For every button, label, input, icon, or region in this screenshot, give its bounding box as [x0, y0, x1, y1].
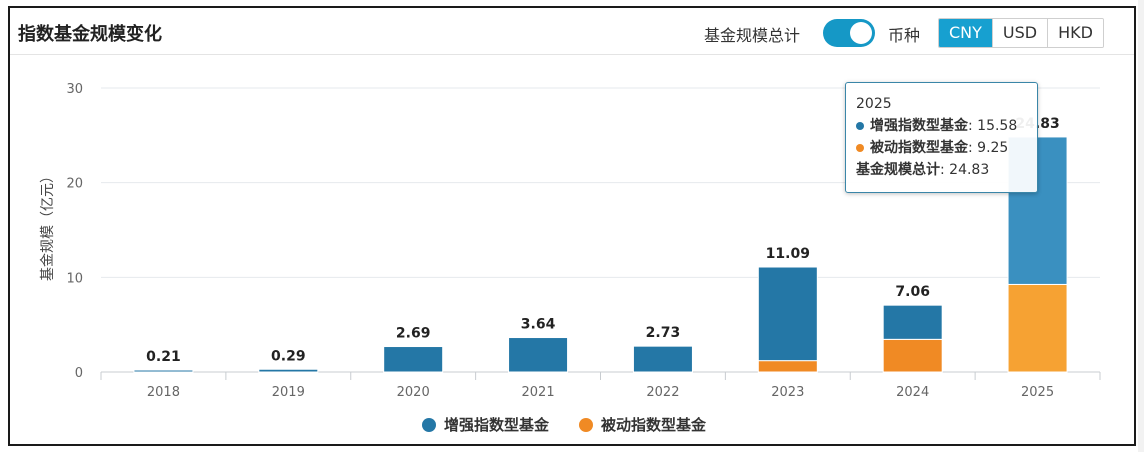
data-label: 3.64: [521, 317, 556, 333]
legend-label: 增强指数型基金: [444, 416, 550, 434]
tooltip-row-enhanced: 增强指数型基金: 15.58: [856, 115, 1027, 137]
x-tick-label: 2024: [896, 385, 929, 400]
data-label: 2.69: [396, 326, 431, 342]
x-tick-label: 2022: [646, 385, 679, 400]
data-label: 0.21: [146, 349, 181, 365]
total-toggle[interactable]: [823, 19, 875, 47]
data-label: 11.09: [766, 246, 810, 262]
total-toggle-label: 基金规模总计: [704, 26, 801, 45]
y-tick-label: 20: [66, 177, 83, 192]
legend-label: 被动指数型基金: [601, 416, 707, 434]
chart-card: 指数基金规模变化 基金规模总计 币种 CNY USD HKD 0 10 20 30 2…: [8, 6, 1136, 446]
bar-enhanced[interactable]: [882, 304, 943, 340]
series-dot-icon: [856, 122, 864, 130]
y-tick-label: 10: [66, 271, 83, 286]
x-tick-label: 2019: [272, 385, 305, 400]
x-tick-label: 2020: [397, 385, 430, 400]
series-dot-icon: [579, 417, 594, 432]
bar-passive[interactable]: [757, 360, 818, 373]
bar-passive[interactable]: [882, 338, 943, 373]
card-header: 指数基金规模变化 基金规模总计 币种 CNY USD HKD: [10, 8, 1134, 55]
x-tick-label: 2025: [1021, 385, 1054, 400]
page-scrollbar[interactable]: [1138, 0, 1144, 452]
data-label: 2.73: [646, 325, 681, 341]
y-tick-label: 0: [75, 366, 83, 381]
currency-selector: CNY USD HKD: [938, 18, 1104, 48]
y-axis-label: 基金规模（亿元）: [39, 169, 56, 281]
page-title: 指数基金规模变化: [18, 24, 162, 45]
currency-button-usd[interactable]: USD: [992, 19, 1049, 47]
legend-item-passive[interactable]: 被动指数型基金: [579, 414, 706, 435]
series-dot-icon: [856, 144, 864, 152]
bar-enhanced[interactable]: [133, 369, 194, 373]
currency-button-hkd[interactable]: HKD: [1048, 19, 1103, 47]
bar-enhanced[interactable]: [508, 337, 569, 373]
x-tick-label: 2018: [147, 385, 180, 400]
tooltip-total: 基金规模总计: 24.83: [856, 162, 990, 178]
currency-label: 币种: [888, 26, 921, 45]
currency-button-cny[interactable]: CNY: [939, 19, 993, 47]
tooltip-category: 2025: [856, 96, 892, 112]
bar-enhanced[interactable]: [757, 266, 818, 362]
bar-enhanced[interactable]: [258, 368, 319, 373]
chart-tooltip: 2025 增强指数型基金: 15.58 被动指数型基金: 9.25 基金规模总计…: [845, 82, 1038, 193]
bar-passive[interactable]: [1007, 283, 1068, 373]
bar-enhanced[interactable]: [632, 345, 693, 373]
x-tick-label: 2023: [771, 385, 804, 400]
series-dot-icon: [422, 417, 436, 432]
data-label: 0.29: [271, 348, 306, 364]
toggle-knob[interactable]: [850, 22, 872, 44]
x-axis: 2018 2019 2020 2021 2022 2023 2024 2025: [100, 372, 1101, 400]
y-axis-ticks: 0 10 20 30: [66, 82, 83, 381]
data-label: 7.06: [895, 284, 930, 300]
x-tick-label: 2021: [522, 385, 555, 400]
tooltip-row-passive: 被动指数型基金: 9.25: [856, 137, 1027, 159]
bar-enhanced[interactable]: [383, 346, 444, 373]
y-tick-label: 30: [66, 82, 83, 97]
legend: 增强指数型基金 被动指数型基金: [422, 414, 706, 435]
legend-item-enhanced[interactable]: 增强指数型基金: [422, 414, 549, 435]
